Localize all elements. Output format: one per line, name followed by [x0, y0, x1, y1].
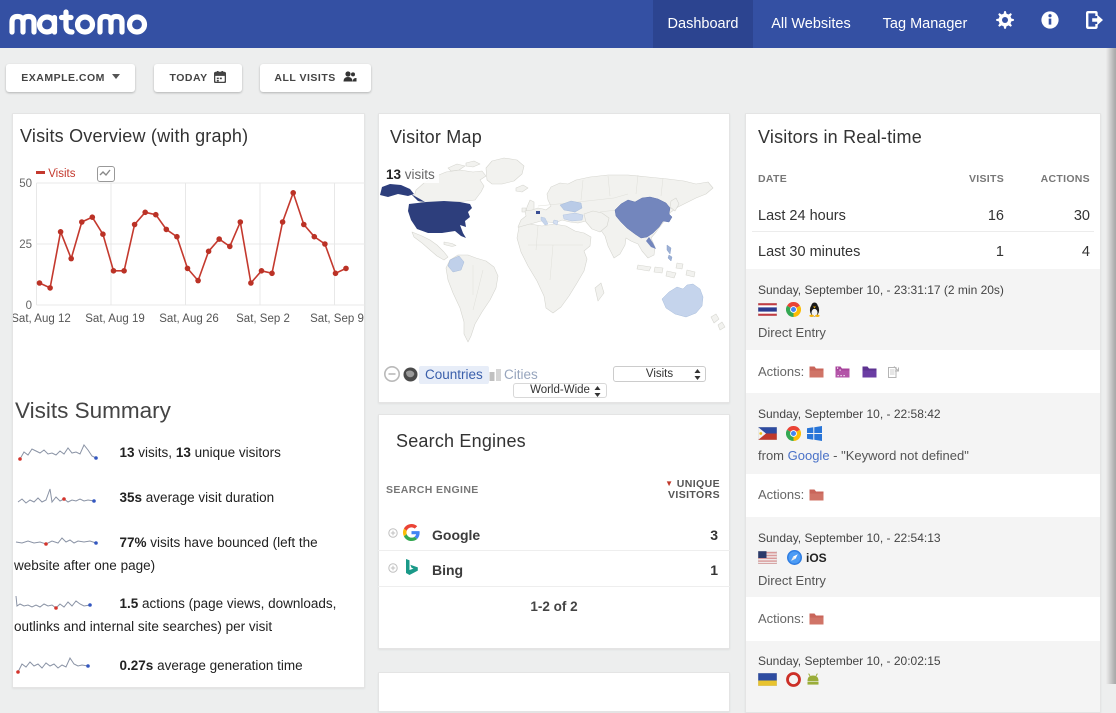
- svg-text:Sat, Aug 12: Sat, Aug 12: [13, 313, 71, 325]
- svg-text:25: 25: [19, 239, 32, 251]
- svg-text:Sat, Aug 19: Sat, Aug 19: [85, 313, 144, 325]
- svg-text:Sat, Aug 26: Sat, Aug 26: [159, 313, 218, 325]
- svg-text:Sat, Sep 2: Sat, Sep 2: [236, 313, 290, 325]
- svg-text:50: 50: [19, 178, 32, 190]
- svg-text:0: 0: [26, 300, 32, 312]
- svg-text:Sat, Sep 9: Sat, Sep 9: [310, 313, 364, 325]
